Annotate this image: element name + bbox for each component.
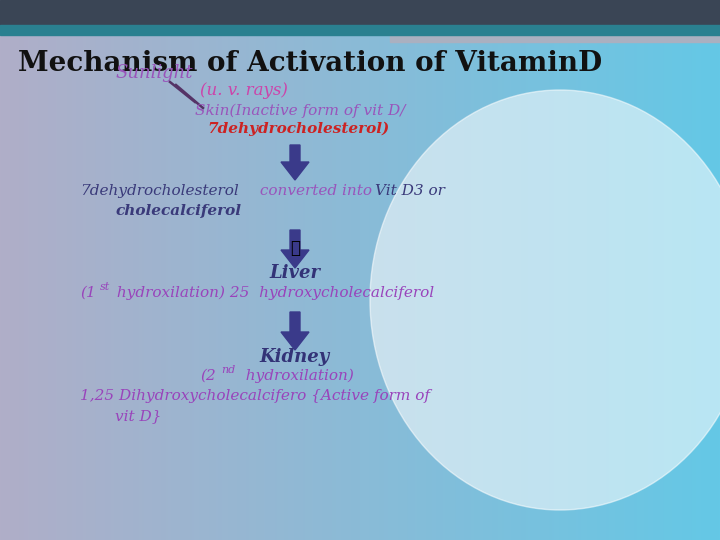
Text: 1,25 Dihydroxycholecalcifero {Active form of: 1,25 Dihydroxycholecalcifero {Active for… <box>80 389 430 403</box>
Text: 7dehydrocholesterol): 7dehydrocholesterol) <box>207 122 390 136</box>
Text: converted into: converted into <box>255 184 377 198</box>
Text: nd: nd <box>221 365 235 375</box>
Text: (2: (2 <box>200 369 216 383</box>
Text: Liver: Liver <box>269 264 320 282</box>
Text: (u. v. rays): (u. v. rays) <box>200 82 288 99</box>
Text: Vit D3 or: Vit D3 or <box>375 184 445 198</box>
Text: (1: (1 <box>80 286 96 300</box>
Ellipse shape <box>370 90 720 510</box>
FancyArrow shape <box>281 312 309 350</box>
Text: Sunlight: Sunlight <box>115 64 192 82</box>
Bar <box>0 25 720 35</box>
Text: Kidney: Kidney <box>260 348 330 366</box>
Text: st: st <box>100 282 110 292</box>
Text: 7dehydrocholesterol: 7dehydrocholesterol <box>80 184 239 198</box>
Text: Skin(Inactive form of vit D/: Skin(Inactive form of vit D/ <box>195 104 405 118</box>
FancyArrow shape <box>281 230 309 268</box>
Bar <box>390 30 720 42</box>
Text: hydroxilation): hydroxilation) <box>236 369 354 383</box>
Text: hydroxilation) 25  hydroxycholecalciferol: hydroxilation) 25 hydroxycholecalciferol <box>112 286 434 300</box>
Text: cholecalciferol: cholecalciferol <box>115 204 241 218</box>
Text: vit D}: vit D} <box>115 409 161 423</box>
Bar <box>0 0 720 25</box>
Text: Mechanism of Activation of VitaminD: Mechanism of Activation of VitaminD <box>18 50 602 77</box>
FancyArrow shape <box>281 145 309 180</box>
Text: 🔊: 🔊 <box>290 239 300 257</box>
